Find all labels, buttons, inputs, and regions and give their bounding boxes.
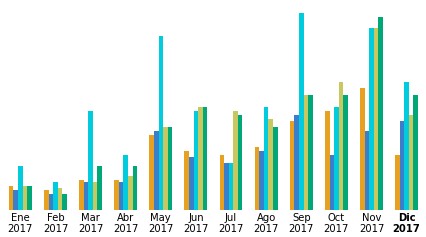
Bar bbox=[259, 151, 263, 210]
Bar bbox=[333, 107, 338, 210]
Bar bbox=[399, 121, 403, 210]
Bar bbox=[408, 115, 412, 210]
Bar bbox=[154, 131, 158, 210]
Bar bbox=[219, 155, 224, 210]
Bar bbox=[189, 157, 193, 210]
Bar bbox=[324, 111, 329, 210]
Bar bbox=[377, 17, 382, 210]
Bar bbox=[202, 107, 207, 210]
Bar bbox=[132, 166, 137, 210]
Bar bbox=[128, 176, 132, 210]
Bar bbox=[272, 127, 277, 210]
Bar bbox=[114, 180, 118, 210]
Bar bbox=[118, 182, 123, 210]
Bar bbox=[198, 107, 202, 210]
Bar bbox=[27, 186, 32, 210]
Bar bbox=[233, 111, 237, 210]
Bar bbox=[263, 107, 268, 210]
Bar bbox=[294, 115, 298, 210]
Bar bbox=[224, 163, 228, 210]
Bar bbox=[359, 88, 364, 210]
Bar bbox=[193, 111, 198, 210]
Bar bbox=[163, 127, 167, 210]
Bar bbox=[158, 36, 163, 210]
Bar bbox=[298, 13, 303, 210]
Bar bbox=[97, 166, 102, 210]
Bar bbox=[237, 115, 242, 210]
Bar bbox=[254, 147, 259, 210]
Bar bbox=[44, 190, 49, 210]
Bar bbox=[412, 96, 417, 210]
Bar bbox=[338, 82, 343, 210]
Bar bbox=[184, 151, 189, 210]
Bar bbox=[62, 194, 67, 210]
Bar bbox=[88, 111, 92, 210]
Bar bbox=[167, 127, 172, 210]
Bar bbox=[394, 155, 399, 210]
Bar bbox=[149, 135, 154, 210]
Bar bbox=[23, 186, 27, 210]
Bar bbox=[373, 28, 377, 210]
Bar bbox=[228, 163, 233, 210]
Bar bbox=[289, 121, 294, 210]
Bar bbox=[79, 180, 83, 210]
Bar bbox=[364, 131, 368, 210]
Bar bbox=[403, 82, 408, 210]
Bar bbox=[308, 96, 312, 210]
Bar bbox=[18, 166, 23, 210]
Bar bbox=[83, 182, 88, 210]
Bar bbox=[58, 188, 62, 210]
Bar bbox=[343, 96, 347, 210]
Bar bbox=[9, 186, 14, 210]
Bar bbox=[329, 155, 333, 210]
Bar bbox=[368, 28, 373, 210]
Bar bbox=[303, 96, 308, 210]
Bar bbox=[14, 190, 18, 210]
Bar bbox=[53, 182, 58, 210]
Bar bbox=[123, 155, 128, 210]
Bar bbox=[49, 194, 53, 210]
Bar bbox=[92, 182, 97, 210]
Bar bbox=[268, 119, 272, 210]
